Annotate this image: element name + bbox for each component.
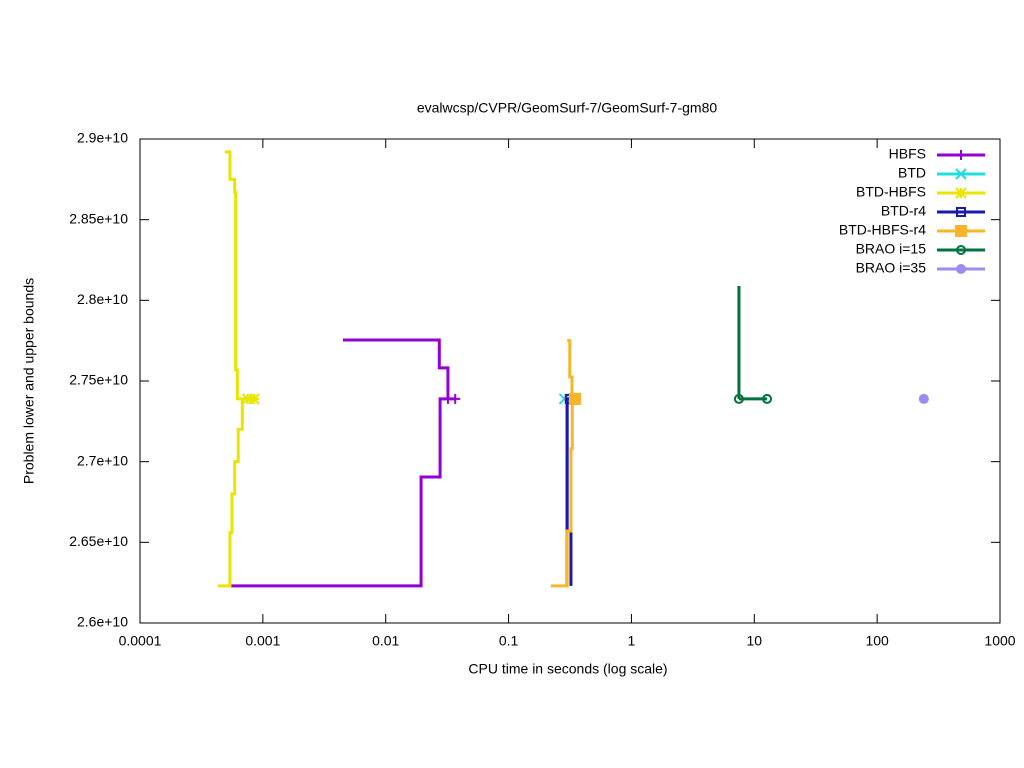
y-tick-label: 2.75e+10: [69, 372, 128, 388]
x-tick-label: 1000: [984, 633, 1015, 649]
marker: [956, 264, 966, 274]
y-tick-label: 2.8e+10: [77, 291, 128, 307]
x-axis-label: CPU time in seconds (log scale): [468, 661, 667, 677]
marker: [442, 393, 453, 404]
x-tick-label: 1: [628, 633, 636, 649]
x-tick-label: 0.0001: [119, 633, 162, 649]
marker: [956, 207, 966, 217]
y-tick-label: 2.6e+10: [77, 614, 128, 630]
marker: [568, 392, 581, 405]
marker: [956, 150, 966, 160]
x-tick-label: 0.1: [499, 633, 519, 649]
marker-shape: [956, 245, 966, 255]
marker-stroke: [955, 187, 967, 199]
marker-shape: [733, 393, 744, 404]
legend-label: BRAO i=35: [856, 260, 927, 276]
marker: [918, 393, 929, 404]
marker-shape: [956, 264, 966, 274]
legend-label: BTD-HBFS-r4: [839, 222, 926, 238]
marker: [955, 168, 967, 180]
series-line: [217, 150, 255, 588]
y-axis-label: Problem lower and upper bounds: [21, 278, 37, 484]
x-tick-label: 0.01: [372, 633, 399, 649]
x-tick-label: 100: [865, 633, 889, 649]
marker-shape: [762, 393, 773, 404]
chart-title: evalwcsp/CVPR/GeomSurf-7/GeomSurf-7-gm80: [417, 100, 718, 116]
y-tick-label: 2.7e+10: [77, 452, 128, 468]
legend-label: BTD: [898, 165, 926, 181]
marker-stroke: [955, 168, 967, 180]
x-tick-label: 10: [746, 633, 762, 649]
marker: [241, 393, 254, 405]
x-tick-label: 0.001: [245, 633, 280, 649]
marker: [762, 393, 773, 404]
marker: [733, 393, 744, 404]
marker-stroke: [241, 393, 254, 405]
legend-label: HBFS: [889, 146, 926, 162]
legend-label: BTD-HBFS: [856, 184, 926, 200]
marker: [956, 245, 966, 255]
y-tick-label: 2.85e+10: [69, 210, 128, 226]
legend-label: BRAO i=15: [856, 241, 927, 257]
marker-shape: [918, 393, 929, 404]
y-tick-label: 2.65e+10: [69, 533, 128, 549]
marker-shape: [568, 392, 581, 405]
marker: [955, 187, 967, 199]
marker-shape: [955, 225, 967, 237]
marker: [955, 225, 967, 237]
marker-shape: [956, 207, 966, 217]
legend-label: BTD-r4: [881, 203, 926, 219]
y-tick-label: 2.9e+10: [77, 130, 128, 146]
